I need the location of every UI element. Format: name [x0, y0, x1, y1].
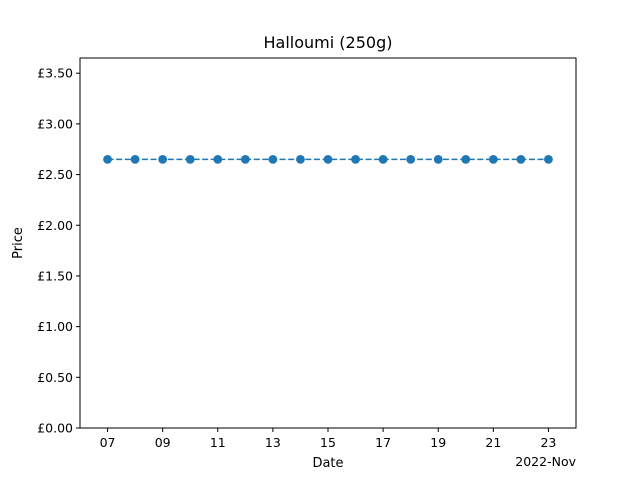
- plot-area: [103, 154, 553, 164]
- data-point: [488, 154, 498, 164]
- y-tick-label: £0.50: [37, 370, 73, 385]
- data-point: [268, 154, 278, 164]
- data-point: [461, 154, 471, 164]
- data-point: [213, 154, 223, 164]
- x-axis: 07 09 11 13 15 17 19 21 23: [100, 428, 556, 450]
- x-tick-label: 09: [155, 435, 171, 450]
- y-tick-label: £3.00: [37, 116, 73, 131]
- x-tick-label: 23: [540, 435, 556, 450]
- x-tick-label: 15: [320, 435, 336, 450]
- y-tick-label: £3.50: [37, 66, 73, 81]
- data-point: [351, 154, 360, 164]
- y-axis-label: Price: [11, 227, 26, 259]
- data-point: [103, 154, 112, 164]
- y-tick-label: £1.00: [37, 319, 73, 334]
- x-tick-label: 07: [100, 435, 116, 450]
- y-tick-label: £1.50: [37, 268, 73, 283]
- data-point: [406, 154, 416, 164]
- y-tick-label: £2.50: [37, 167, 73, 182]
- data-point: [433, 154, 443, 164]
- y-axis: £0.00 £0.50 £1.00 £1.50 £2.00 £2.50 £3.00 £3.50: [37, 66, 80, 436]
- data-point: [130, 154, 140, 164]
- y-tick-label: £2.00: [37, 218, 73, 233]
- data-point: [158, 154, 168, 164]
- x-axis-offset-label: 2022-Nov: [515, 454, 576, 469]
- x-tick-label: 13: [265, 435, 281, 450]
- data-point: [240, 154, 250, 164]
- x-tick-label: 11: [210, 435, 226, 450]
- plot-frame: [79, 57, 577, 429]
- y-tick-label: £0.00: [37, 421, 73, 436]
- data-point: [323, 154, 333, 164]
- chart-title: Halloumi (250g): [264, 33, 393, 52]
- x-tick-label: 19: [430, 435, 446, 450]
- x-tick-label: 21: [485, 435, 501, 450]
- data-point: [296, 154, 305, 164]
- data-point: [185, 154, 195, 164]
- data-point: [378, 154, 388, 164]
- data-point: [544, 154, 553, 164]
- x-axis-label: Date: [312, 456, 343, 471]
- data-point: [516, 154, 526, 164]
- x-tick-label: 17: [375, 435, 391, 450]
